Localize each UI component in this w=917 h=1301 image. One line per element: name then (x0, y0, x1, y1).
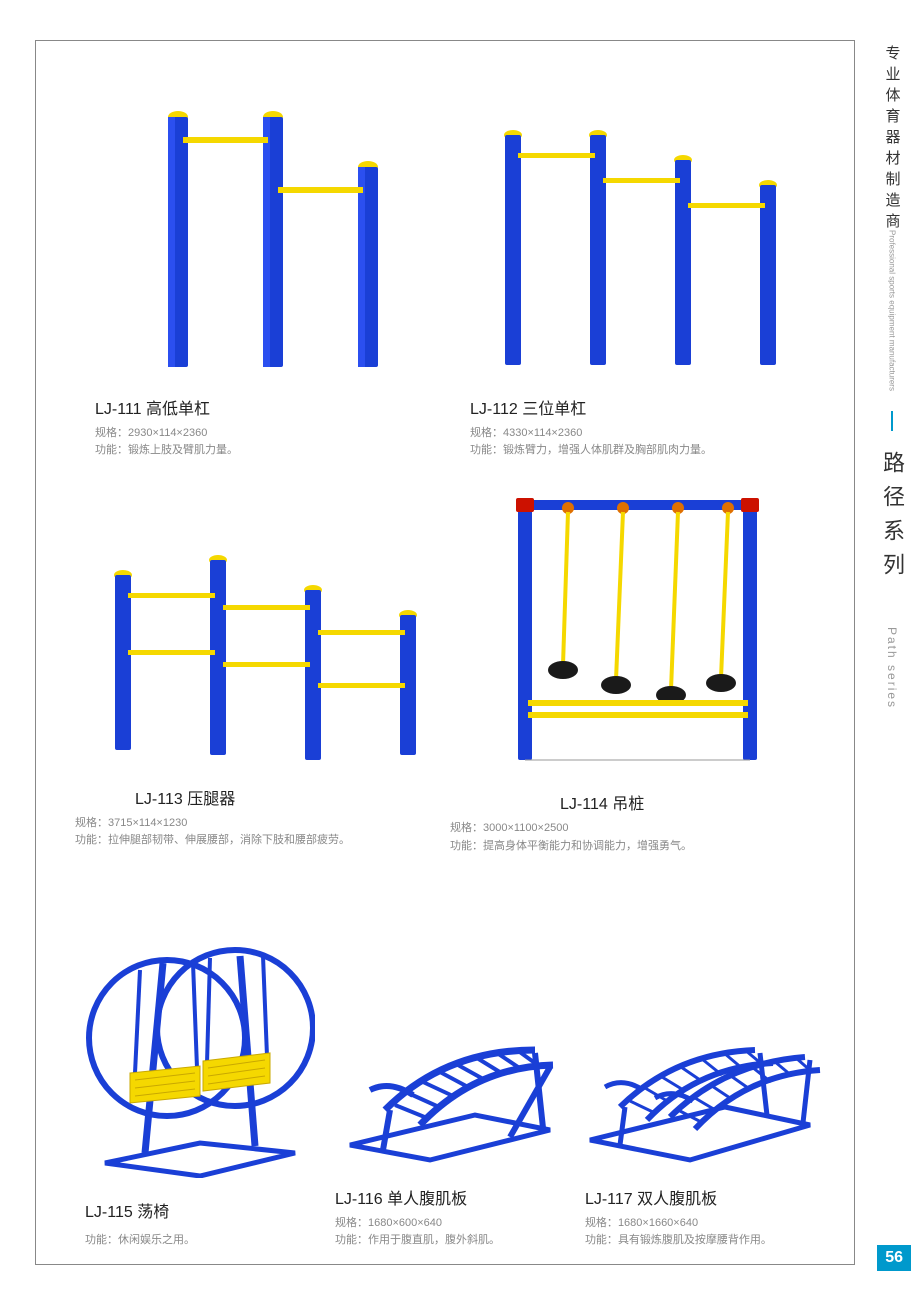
sidebar: 专业体育器材制造商 Professional sports equipment … (867, 40, 917, 1240)
sidebar-series-en: Path series (885, 627, 899, 709)
product-image (75, 70, 450, 390)
product-spec: 规格：4330×114×2360 (470, 425, 825, 443)
product-card: LJ-117 双人腹肌板 规格：1680×1660×640 功能：具有锻炼腹肌及… (575, 870, 825, 1270)
product-card: LJ-115 荡椅 功能：休闲娱乐之用。 (75, 870, 325, 1270)
product-title: LJ-114 吊桩 (450, 790, 825, 814)
page-number: 56 (877, 1245, 911, 1271)
product-image (75, 870, 325, 1193)
sidebar-divider (891, 411, 893, 431)
sidebar-brand-en: Professional sports equipment manufactur… (888, 230, 897, 391)
product-func: 功能：作用于腹直肌，腹外斜肌。 (335, 1232, 575, 1250)
product-spec: 规格：2930×114×2360 (95, 425, 450, 443)
product-image (75, 480, 450, 780)
product-title: LJ-115 荡椅 (85, 1198, 325, 1222)
product-card: LJ-113 压腿器 规格：3715×114×1230 功能：拉伸腿部韧带、伸展… (75, 480, 450, 870)
product-func: 功能：拉伸腿部韧带、伸展腰部，消除下肢和腰部疲劳。 (75, 832, 450, 850)
product-image (325, 870, 575, 1180)
product-title: LJ-111 高低单杠 (95, 395, 450, 419)
sidebar-brand-cn: 专业体育器材制造商 (882, 40, 903, 234)
product-spec: 规格：3000×1100×2500 (450, 820, 825, 838)
product-func: 功能：锻炼上肢及臂肌力量。 (95, 442, 450, 460)
product-image (450, 480, 825, 785)
product-func: 功能：休闲娱乐之用。 (85, 1232, 325, 1250)
product-spec: 规格：3715×114×1230 (75, 815, 450, 833)
product-func: 功能：锻炼臂力，增强人体肌群及胸部肌肉力量。 (470, 442, 825, 460)
product-title: LJ-112 三位单杠 (470, 395, 825, 419)
product-card: LJ-111 高低单杠 规格：2930×114×2360 功能：锻炼上肢及臂肌力… (75, 70, 450, 480)
product-card: LJ-116 单人腹肌板 规格：1680×600×640 功能：作用于腹直肌，腹… (325, 870, 575, 1270)
product-image (575, 870, 825, 1180)
product-title: LJ-113 压腿器 (75, 785, 450, 809)
sidebar-series-cn: 路径系列 (876, 451, 908, 587)
product-title: LJ-117 双人腹肌板 (585, 1185, 825, 1209)
product-func: 功能：具有锻炼腹肌及按摩腰背作用。 (585, 1232, 825, 1250)
product-func: 功能：提高身体平衡能力和协调能力，增强勇气。 (450, 838, 825, 856)
product-card: LJ-114 吊桩 规格：3000×1100×2500 功能：提高身体平衡能力和… (450, 480, 825, 870)
product-title: LJ-116 单人腹肌板 (335, 1185, 575, 1209)
product-grid: LJ-111 高低单杠 规格：2930×114×2360 功能：锻炼上肢及臂肌力… (35, 40, 855, 1300)
product-spec: 规格：1680×1660×640 (585, 1215, 825, 1233)
product-card: LJ-112 三位单杠 规格：4330×114×2360 功能：锻炼臂力，增强人… (450, 70, 825, 480)
product-image (450, 70, 825, 390)
product-spec: 规格：1680×600×640 (335, 1215, 575, 1233)
